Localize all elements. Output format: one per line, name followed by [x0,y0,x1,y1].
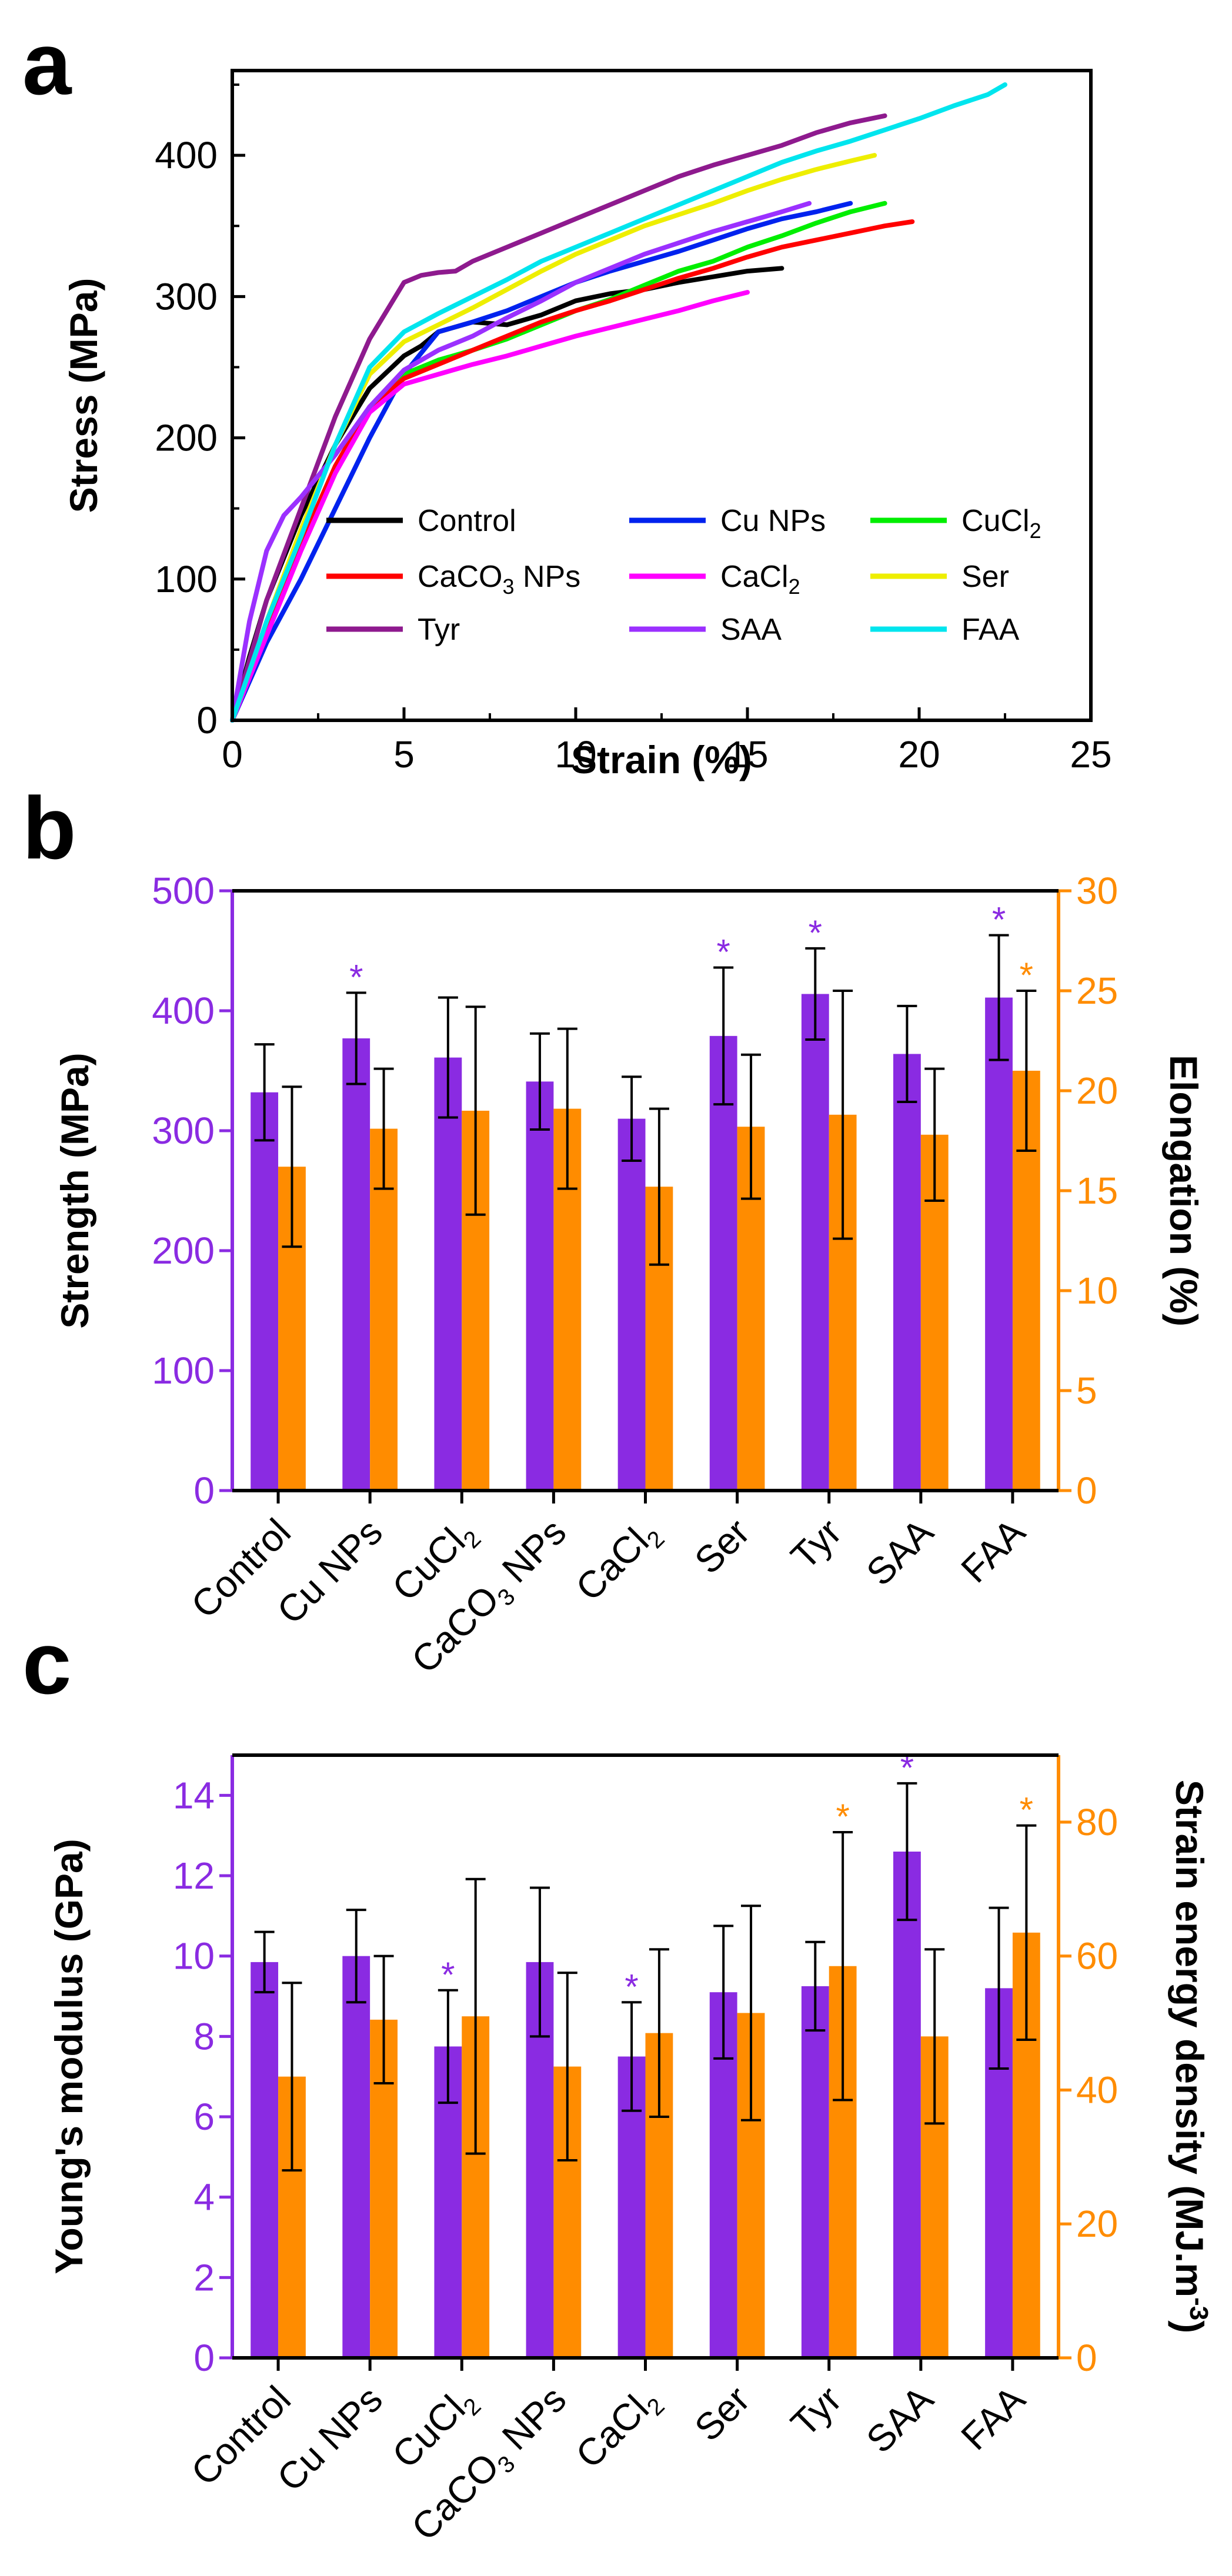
legend-label-cu-nps: Cu NPs [720,504,826,538]
bar-young-s-modulus-tyr [801,1986,829,2358]
legend-label-faa: FAA [961,613,1020,647]
right-tick-label: 30 [1076,870,1118,912]
series-line-tyr [230,113,887,723]
left-tick-label: 500 [152,870,215,912]
stress-strain-chart: 0 5 10 15 20 25 0 100 200 300 400 Strain (%) Stress … [62,69,1112,781]
significance-marker: * [836,1797,849,1836]
left-tick-label: 10 [173,1935,215,1977]
significance-marker: * [900,1748,914,1788]
x-tick-label: 15 [726,733,768,776]
bar-strength-saa [893,1054,921,1491]
significance-marker: * [717,933,730,972]
significance-marker: * [1020,1790,1033,1830]
left-tick-label: 300 [152,1110,215,1152]
x-tick-label: 10 [555,733,596,776]
y-tick-label: 0 [196,699,218,741]
left-tick-label: 6 [193,2096,215,2138]
bar-young-s-modulus-cu-nps [342,1956,370,2358]
right-tick-label: 20 [1076,2203,1118,2245]
series-line-cacl2 [230,290,750,723]
legend-label-saa: SAA [720,613,782,647]
legend-label-cucl2: CuCl2 [961,504,1041,543]
left-tick-label: 0 [193,1469,215,1512]
left-tick-label: 200 [152,1229,215,1272]
significance-marker: * [992,900,1006,939]
significance-marker: * [441,1955,455,1994]
significance-marker: * [625,1967,638,2006]
right-tick-label: 10 [1076,1269,1118,1312]
right-tick-label: 20 [1076,1070,1118,1112]
left-axis-title: Young's modulus (GPa) [47,1839,91,2274]
right-axis-title-sup: -3 [1184,2297,1213,2320]
left-tick-label: 14 [173,1774,215,1816]
left-tick-label: 0 [193,2337,215,2379]
panel-c-letter: c [22,1613,71,1712]
left-tick-label: 2 [193,2256,215,2298]
bar-strength-cucl2 [434,1057,462,1491]
series-line-caco3-nps [230,219,915,723]
x-tick-label: 25 [1070,733,1111,776]
left-tick-label: 400 [152,990,215,1032]
left-tick-label: 4 [193,2176,215,2218]
right-axis-title: Strain energy density (MJ.m-3) [1168,1780,1213,2333]
bar-young-s-modulus-control [251,1962,279,2358]
bar-strength-cacl2 [617,1118,646,1491]
panel-b-letter: b [22,779,76,877]
legend-label-ser: Ser [961,560,1009,594]
bar-young-s-modulus-saa [893,1852,921,2358]
legend-label-control: Control [418,504,516,538]
y-tick-label: 300 [155,275,218,318]
y-axis-title: Stress (MPa) [62,278,105,513]
bar-strength-cu-nps [342,1038,370,1491]
bar-strength-caco3-nps [526,1081,554,1491]
right-tick-label: 0 [1076,1469,1097,1512]
left-tick-label: 12 [173,1855,215,1897]
left-axis-title: Strength (MPa) [53,1053,96,1328]
x-tick-label: 0 [222,733,243,776]
series-line-faa [230,82,1007,723]
significance-marker: * [809,913,822,953]
x-tick-label: 20 [898,733,940,776]
right-tick-label: 40 [1076,2069,1118,2111]
legend-label-tyr: Tyr [418,613,460,647]
significance-marker: * [349,957,363,997]
left-tick-label: 8 [193,2015,215,2057]
right-axis-title-end: ) [1168,2320,1211,2333]
left-tick-label: 100 [152,1349,215,1392]
x-axis-title: Strain (%) [571,738,752,781]
bar-strength-tyr [801,994,829,1491]
right-tick-label: 0 [1076,2337,1097,2379]
series-line-saa [230,201,812,723]
legend-label-caco3-nps: CaCO3 NPs [418,560,580,599]
right-axis-title: Elongation (%) [1162,1055,1206,1327]
bar-strength-ser [709,1035,737,1491]
series-line-cu-nps [230,201,853,723]
right-tick-label: 25 [1076,970,1118,1012]
bar-strength-control [251,1092,279,1491]
right-tick-label: 15 [1076,1170,1118,1212]
bar-strength-faa [985,997,1013,1491]
x-tick-label: 5 [393,733,415,776]
right-tick-label: 5 [1076,1369,1097,1412]
y-tick-label: 200 [155,417,218,459]
y-tick-label: 100 [155,558,218,600]
right-axis-title-main: Strain energy density (MJ.m [1168,1780,1211,2297]
y-tick-label: 400 [155,134,218,176]
right-tick-label: 60 [1076,1935,1118,1977]
right-tick-label: 80 [1076,1801,1118,1843]
legend-label-cacl2: CaCl2 [720,560,800,599]
panel-a-letter: a [22,14,72,113]
significance-marker: * [1020,955,1033,995]
